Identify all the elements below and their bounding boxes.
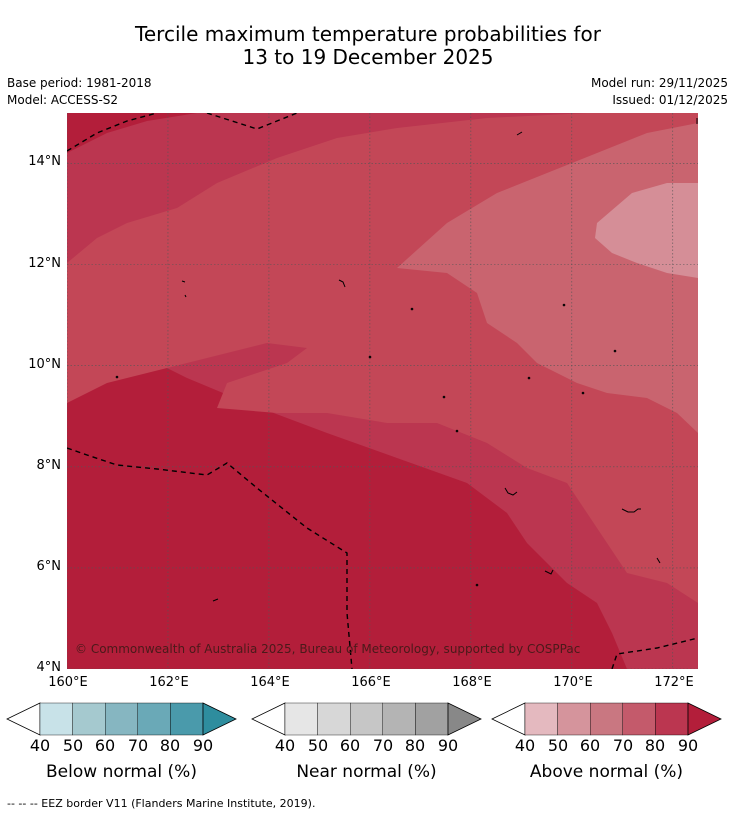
map-title-line2: 13 to 19 December 2025 — [242, 45, 494, 69]
island — [562, 303, 566, 307]
lat-label-6: 6°N — [36, 559, 62, 574]
island — [516, 118, 698, 136]
cb-below-tick-80: 80 — [159, 736, 181, 755]
cb-above-tick-40: 40 — [514, 736, 536, 755]
lon-label-162: 162°E — [149, 675, 189, 690]
colorbar-near-bin-50 — [317, 702, 351, 736]
cb-near-tick-70: 70 — [372, 736, 394, 755]
lat-label-12: 12°N — [28, 256, 61, 271]
colorbar-below-bin-40 — [39, 702, 73, 736]
cb-below-tick-70: 70 — [127, 736, 149, 755]
island — [368, 355, 372, 359]
model-run: Model run: 29/11/2025 — [590, 76, 728, 90]
lat-label-8: 8°N — [36, 458, 62, 473]
lon-label-168: 168°E — [452, 675, 492, 690]
cb-above-tick-90: 90 — [677, 736, 699, 755]
cb-above-tick-70: 70 — [612, 736, 634, 755]
eez-border-west — [67, 447, 353, 669]
issued-date: Issued: 01/12/2025 — [612, 93, 728, 107]
colorbar-below — [6, 702, 237, 736]
colorbar-near-under — [251, 702, 286, 736]
cb-below-tick-60: 60 — [94, 736, 116, 755]
colorbar-above-under — [491, 702, 526, 736]
cb-above-tick-50: 50 — [547, 736, 569, 755]
island — [410, 307, 414, 311]
colorbar-near-over — [447, 702, 482, 736]
base-period: Base period: 1981-2018 — [7, 76, 152, 90]
colorbar-above — [491, 702, 722, 736]
island — [455, 429, 459, 433]
graticule — [67, 113, 698, 669]
lon-label-164: 164°E — [250, 675, 290, 690]
colorbar-near-bin-70 — [382, 702, 416, 736]
colorbar-below-bin-70 — [137, 702, 171, 736]
colorbars — [6, 702, 722, 736]
probability-map: © Commonwealth of Australia 2025, Bureau… — [67, 113, 698, 669]
cb-near-tick-50: 50 — [307, 736, 329, 755]
island — [504, 487, 641, 513]
lon-label-170: 170°E — [553, 675, 593, 690]
band-40-50 — [595, 183, 698, 278]
island — [181, 279, 346, 298]
cb-below-tick-90: 90 — [192, 736, 214, 755]
cb-below-tick-50: 50 — [62, 736, 84, 755]
lon-label-166: 166°E — [351, 675, 391, 690]
island — [613, 349, 617, 353]
island — [581, 391, 585, 395]
colorbar-near-bin-60 — [350, 702, 384, 736]
lat-label-10: 10°N — [28, 357, 61, 372]
cb-above-tick-80: 80 — [644, 736, 666, 755]
colorbar-above-bin-40 — [524, 702, 558, 736]
colorbar-near — [251, 702, 482, 736]
colorbar-near-bin-40 — [284, 702, 318, 736]
island — [442, 395, 446, 399]
colorbar-below-title: Below normal (%) — [46, 762, 197, 782]
cb-near-tick-90: 90 — [437, 736, 459, 755]
colorbar-near-title: Near normal (%) — [296, 762, 437, 782]
colorbar-above-title: Above normal (%) — [529, 762, 684, 782]
cb-below-tick-40: 40 — [29, 736, 51, 755]
colorbar-below-bin-80 — [170, 702, 204, 736]
colorbar-below-bin-60 — [104, 702, 138, 736]
lon-label-160: 160°E — [48, 675, 88, 690]
colorbar-above-over — [687, 702, 722, 736]
cb-near-tick-60: 60 — [339, 736, 361, 755]
cb-near-tick-80: 80 — [404, 736, 426, 755]
cb-above-tick-60: 60 — [579, 736, 601, 755]
copyright-notice: © Commonwealth of Australia 2025, Bureau… — [75, 642, 580, 656]
colorbar-below-over — [202, 702, 237, 736]
islands — [115, 118, 698, 602]
eez-borders — [67, 113, 698, 669]
map-title-line1: Tercile maximum temperature probabilitie… — [135, 22, 601, 46]
colorbar-above-bin-70 — [622, 702, 656, 736]
eez-footnote: -- -- -- EEZ border V11 (Flanders Marine… — [7, 797, 316, 810]
eez-border-southeast — [611, 637, 698, 669]
eez-border-north — [67, 113, 298, 152]
colorbar-above-bin-80 — [655, 702, 689, 736]
cb-near-tick-40: 40 — [274, 736, 296, 755]
band-50-60 — [397, 123, 698, 433]
colorbar-near-bin-80 — [415, 702, 449, 736]
colorbar-below-bin-50 — [72, 702, 106, 736]
colorbar-above-bin-50 — [557, 702, 591, 736]
colorbar-above-bin-60 — [590, 702, 624, 736]
island — [527, 376, 531, 380]
lat-label-14: 14°N — [28, 154, 61, 169]
model-name: Model: ACCESS-S2 — [7, 93, 119, 107]
lon-label-172: 172°E — [654, 675, 694, 690]
lat-label-4: 4°N — [36, 660, 62, 675]
colorbar-below-under — [6, 702, 41, 736]
island — [115, 375, 119, 379]
island — [212, 557, 661, 602]
island — [475, 583, 479, 587]
